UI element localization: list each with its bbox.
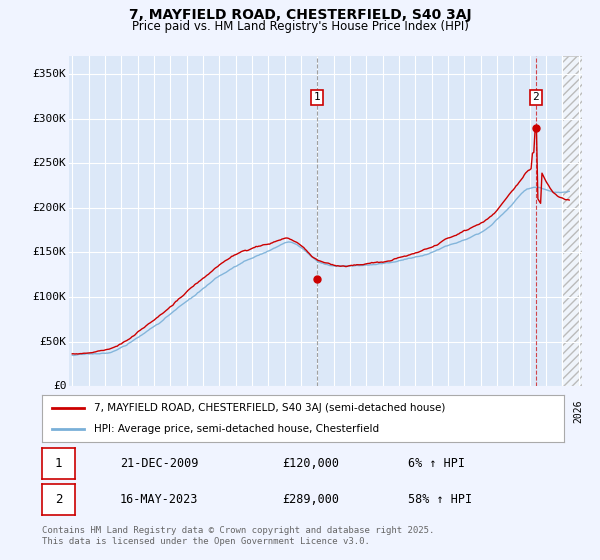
Text: 2006: 2006: [247, 400, 257, 423]
Text: £289,000: £289,000: [282, 493, 339, 506]
Text: 2016: 2016: [410, 400, 421, 423]
Text: 2003: 2003: [198, 400, 208, 423]
Text: 2017: 2017: [427, 400, 437, 423]
Text: Contains HM Land Registry data © Crown copyright and database right 2025.
This d: Contains HM Land Registry data © Crown c…: [42, 526, 434, 546]
Text: 2010: 2010: [313, 400, 322, 423]
Text: 1: 1: [55, 457, 62, 470]
Text: 2021: 2021: [492, 400, 502, 423]
Text: 2025: 2025: [557, 400, 568, 423]
Text: HPI: Average price, semi-detached house, Chesterfield: HPI: Average price, semi-detached house,…: [94, 424, 379, 434]
Text: 2022: 2022: [508, 400, 518, 423]
Text: £100K: £100K: [32, 292, 67, 302]
Text: 2026: 2026: [574, 400, 584, 423]
Text: 2002: 2002: [182, 400, 191, 423]
Text: 2: 2: [532, 92, 539, 102]
Text: £50K: £50K: [40, 337, 67, 347]
Text: 21-DEC-2009: 21-DEC-2009: [120, 457, 199, 470]
Text: £350K: £350K: [32, 69, 67, 79]
Text: 1997: 1997: [100, 400, 110, 423]
Text: 7, MAYFIELD ROAD, CHESTERFIELD, S40 3AJ (semi-detached house): 7, MAYFIELD ROAD, CHESTERFIELD, S40 3AJ …: [94, 403, 446, 413]
Text: £150K: £150K: [32, 248, 67, 258]
Text: Price paid vs. HM Land Registry's House Price Index (HPI): Price paid vs. HM Land Registry's House …: [131, 20, 469, 33]
Text: 1995: 1995: [67, 400, 77, 423]
Text: 2023: 2023: [525, 400, 535, 423]
Text: 1999: 1999: [133, 400, 143, 423]
Text: 2015: 2015: [394, 400, 404, 423]
Text: 2008: 2008: [280, 400, 290, 423]
Text: £200K: £200K: [32, 203, 67, 213]
Bar: [562, 56, 582, 386]
Text: 1996: 1996: [83, 400, 94, 423]
Text: 58% ↑ HPI: 58% ↑ HPI: [408, 493, 472, 506]
Text: 2020: 2020: [476, 400, 486, 423]
Text: £300K: £300K: [32, 114, 67, 124]
Text: £120,000: £120,000: [282, 457, 339, 470]
Text: 2001: 2001: [165, 400, 175, 423]
Text: 2011: 2011: [329, 400, 338, 423]
Text: 7, MAYFIELD ROAD, CHESTERFIELD, S40 3AJ: 7, MAYFIELD ROAD, CHESTERFIELD, S40 3AJ: [128, 8, 472, 22]
Text: 2024: 2024: [541, 400, 551, 423]
Text: 2005: 2005: [230, 400, 241, 423]
Text: 2007: 2007: [263, 400, 274, 423]
Bar: [562, 56, 582, 386]
Text: 2004: 2004: [214, 400, 224, 423]
Text: 6% ↑ HPI: 6% ↑ HPI: [408, 457, 465, 470]
Text: 16-MAY-2023: 16-MAY-2023: [120, 493, 199, 506]
Text: 1: 1: [313, 92, 320, 102]
Text: 2019: 2019: [460, 400, 469, 423]
Text: £250K: £250K: [32, 158, 67, 168]
Text: 1998: 1998: [116, 400, 126, 423]
Text: 2013: 2013: [361, 400, 371, 423]
Text: 2: 2: [55, 493, 62, 506]
Text: 2014: 2014: [377, 400, 388, 423]
Text: 2000: 2000: [149, 400, 159, 423]
Text: 2009: 2009: [296, 400, 306, 423]
Text: £0: £0: [53, 381, 67, 391]
Text: 2018: 2018: [443, 400, 453, 423]
Text: 2012: 2012: [345, 400, 355, 423]
